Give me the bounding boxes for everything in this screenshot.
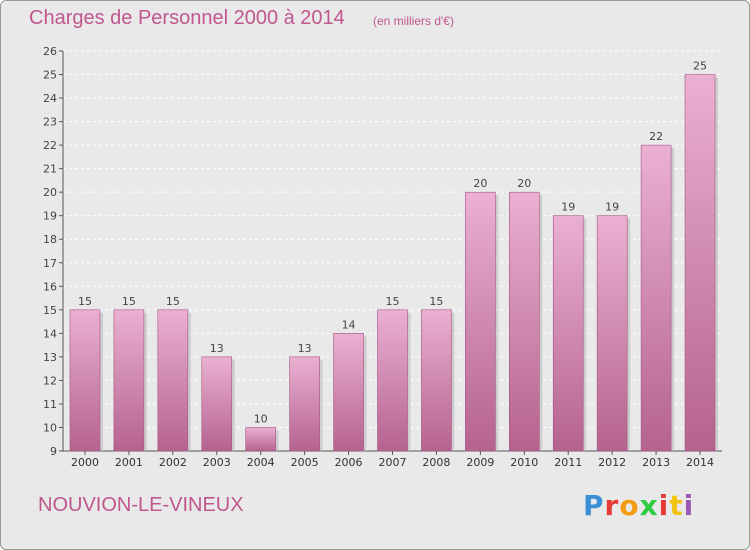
bar-2001 [113,309,145,452]
x-tick-label: 2003 [203,456,231,469]
y-tick-label: 22 [43,139,57,152]
x-tick-label: 2010 [510,456,538,469]
data-label: 25 [693,60,707,73]
bar-2002 [157,309,189,452]
x-tick-label: 2006 [335,456,363,469]
data-label: 14 [342,318,356,331]
y-tick-label: 11 [43,398,57,411]
bar-2010 [508,191,540,452]
y-tick-label: 26 [43,45,57,58]
data-label: 15 [386,295,400,308]
bar-2003 [201,356,233,452]
data-label: 15 [78,295,92,308]
x-tick-label: 2014 [686,456,714,469]
logo-letter: i [658,489,670,522]
chart-subtitle: (en milliers d'€) [373,14,454,28]
commune-name: NOUVION-LE-VINEUX [38,494,244,516]
y-tick-label: 12 [43,374,57,387]
x-tick-label: 2002 [159,456,187,469]
data-label: 15 [166,295,180,308]
data-label: 15 [429,295,443,308]
x-tick-label: 2013 [642,456,670,469]
y-tick-label: 9 [50,445,57,458]
data-label: 22 [649,130,663,143]
bar-2013 [640,144,672,452]
bar-2004 [245,427,276,452]
bar-2007 [377,309,408,452]
y-tick-label: 13 [43,351,57,364]
x-tick-label: 2008 [422,456,450,469]
bar-2009 [465,191,496,452]
data-label: 13 [210,342,224,355]
logo-letter: P [583,489,605,522]
bar-2006 [333,333,364,452]
x-tick-label: 2001 [115,456,143,469]
data-label: 20 [517,177,531,190]
y-tick-label: 15 [43,304,57,317]
y-tick-label: 25 [43,69,57,82]
x-tick-label: 2005 [291,456,319,469]
data-label: 13 [298,342,312,355]
y-tick-label: 21 [43,163,57,176]
x-tick-label: 2000 [71,456,99,469]
bar-2000 [69,309,101,452]
y-tick-label: 19 [43,210,57,223]
bar-2005 [289,356,320,452]
y-tick-label: 23 [43,116,57,129]
chart-title: Charges de Personnel 2000 à 2014 [29,7,345,29]
x-tick-label: 2011 [554,456,582,469]
data-label: 19 [561,201,575,214]
y-tick-label: 10 [43,421,57,434]
x-tick-label: 2009 [466,456,494,469]
y-tick-label: 16 [43,280,57,293]
logo-letter: x [639,489,659,522]
x-tick-label: 2007 [379,456,407,469]
y-tick-label: 14 [43,327,57,340]
bar-2008 [421,309,452,452]
x-tick-label: 2004 [247,456,275,469]
logo-letter: r [604,489,620,522]
bar-2012 [596,215,628,452]
data-label: 15 [122,295,136,308]
logo-letter: o [619,489,640,522]
y-tick-label: 20 [43,186,57,199]
data-label: 10 [254,412,268,425]
bar-2011 [552,215,584,452]
y-tick-label: 18 [43,233,57,246]
y-tick-label: 24 [43,92,57,105]
data-label: 20 [473,177,487,190]
proxiti-logo: Proxiti [583,489,694,522]
logo-letter: t [669,489,684,522]
logo-letter: i [683,489,695,522]
x-tick-label: 2012 [598,456,626,469]
bar-2014 [684,74,716,452]
data-label: 19 [605,201,619,214]
y-tick-label: 17 [43,257,57,270]
